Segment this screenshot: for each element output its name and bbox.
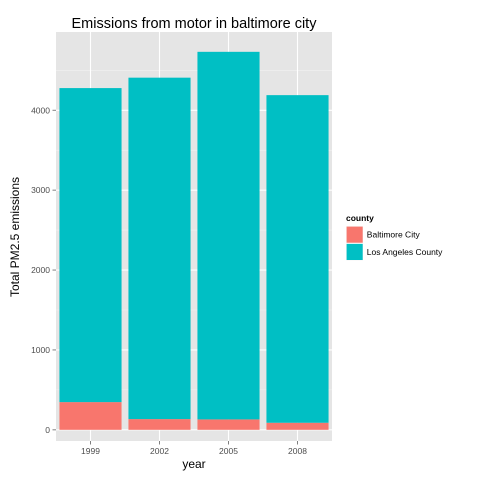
bar-2005-los-angeles-county <box>197 51 260 420</box>
bar-2002-baltimore-city <box>128 419 191 430</box>
x-tick-label: 2008 <box>288 446 307 456</box>
bar-1999-los-angeles-county <box>59 88 122 403</box>
x-tick-label: 2005 <box>219 446 238 456</box>
bar-2002-los-angeles-county <box>128 77 191 420</box>
y-tick-label: 1000 <box>31 345 50 355</box>
legend-swatch <box>346 226 363 243</box>
x-tick-label: 1999 <box>81 446 100 456</box>
legend-items: Baltimore City Los Angeles County <box>345 225 443 261</box>
y-tick-label: 4000 <box>31 105 50 115</box>
legend-label: Baltimore City <box>367 230 421 240</box>
legend-label: Los Angeles County <box>367 247 443 257</box>
y-tick-label: 0 <box>45 425 50 435</box>
legend: county Baltimore City Los Angeles County <box>345 213 443 261</box>
legend-swatch <box>346 243 363 260</box>
chart-title: Emissions from motor in baltimore city <box>72 16 318 32</box>
bar-layer <box>59 51 329 430</box>
x-axis-title: year <box>182 457 205 471</box>
bar-2008-baltimore-city <box>266 422 329 430</box>
y-axis-title: Total PM2.5 emissions <box>8 177 22 297</box>
bar-1999-baltimore-city <box>59 402 122 430</box>
legend-title: county <box>346 213 374 223</box>
bar-2005-baltimore-city <box>197 419 260 430</box>
bar-2008-los-angeles-county <box>266 95 329 423</box>
axis-layer: 0 1000 2000 3000 4000 1999 2002 2005 2008 <box>31 105 307 456</box>
y-tick-label: 3000 <box>31 185 50 195</box>
y-tick-label: 2000 <box>31 265 50 275</box>
x-tick-label: 2002 <box>150 446 169 456</box>
